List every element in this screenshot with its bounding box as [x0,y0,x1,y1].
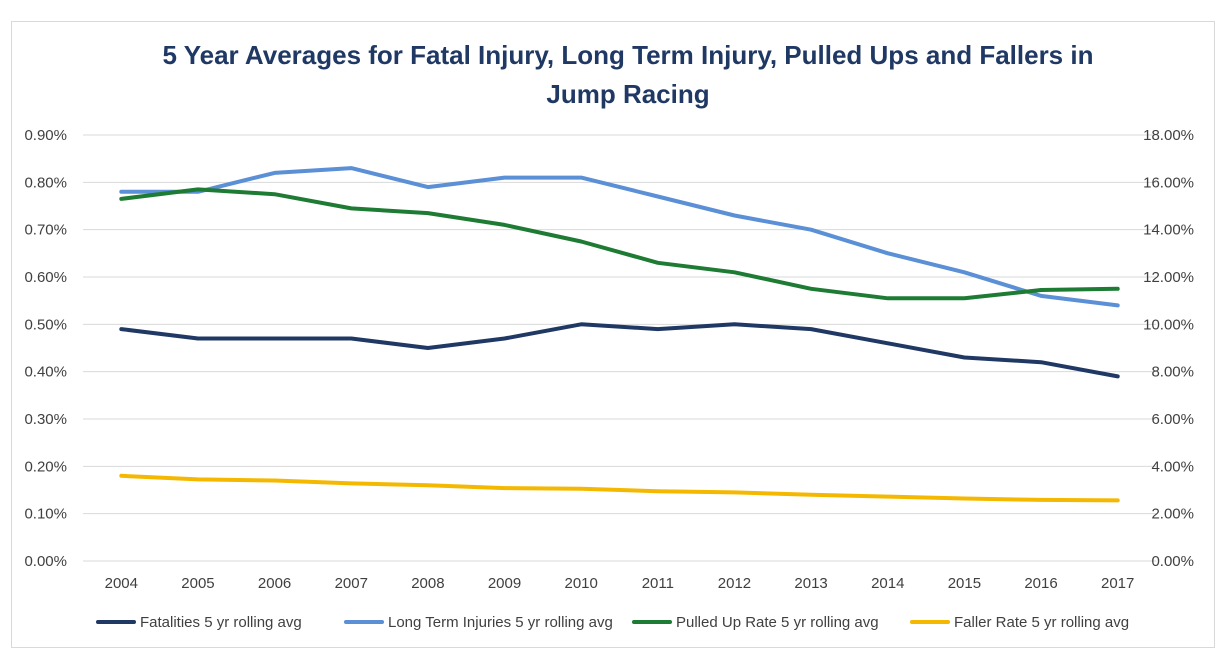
left-axis-tick-label: 0.70% [24,222,67,239]
right-axis-tick-label: 16.00% [1143,174,1194,191]
x-axis-tick-label: 2015 [948,575,981,592]
legend-label: Pulled Up Rate 5 yr rolling avg [676,614,879,631]
x-axis-tick-label: 2004 [105,575,138,592]
series-line-4 [119,473,1120,503]
x-axis-tick-label: 2011 [642,575,674,592]
right-axis-tick-label: 12.00% [1143,269,1194,286]
x-axis-tick-label: 2005 [181,575,214,592]
left-axis-tick-label: 0.40% [24,364,67,381]
x-axis-tick-label: 2010 [564,575,597,592]
left-axis-tick-label: 0.10% [24,506,67,523]
left-axis-tick-label: 0.20% [24,458,67,475]
x-axis-tick-label: 2014 [871,575,904,592]
legend-label: Faller Rate 5 yr rolling avg [954,614,1129,631]
left-axis-tick-label: 0.80% [24,174,67,191]
right-axis-tick-label: 8.00% [1151,364,1194,381]
series-line-3 [119,187,1120,301]
x-axis-tick-label: 2017 [1101,575,1134,592]
right-axis-tick-label: 10.00% [1143,316,1194,333]
left-axis-tick-label: 0.90% [24,127,67,144]
left-axis-tick-label: 0.30% [24,411,67,428]
right-axis-tick-label: 0.00% [1151,553,1194,570]
left-axis-tick-label: 0.60% [24,269,67,286]
series-line-1 [119,322,1120,379]
right-axis-tick-label: 6.00% [1151,411,1194,428]
x-axis-tick-label: 2012 [718,575,751,592]
chart-title-line-2: Jump Racing [546,79,709,109]
right-axis-tick-label: 18.00% [1143,127,1194,144]
right-axis-tick-label: 4.00% [1151,458,1194,475]
x-axis-tick-label: 2009 [488,575,521,592]
left-axis-tick-label: 0.50% [24,316,67,333]
legend-label: Fatalities 5 yr rolling avg [140,614,302,631]
x-axis-tick-label: 2006 [258,575,291,592]
x-axis-tick-label: 2016 [1024,575,1057,592]
x-axis-tick-label: 2008 [411,575,444,592]
chart-frame [11,21,1215,648]
x-axis-tick-label: 2007 [335,575,368,592]
legend-label: Long Term Injuries 5 yr rolling avg [388,614,613,631]
right-axis-tick-label: 14.00% [1143,222,1194,239]
x-axis-tick-label: 2013 [794,575,827,592]
right-axis-tick-label: 2.00% [1151,506,1194,523]
chart-title-line-1: 5 Year Averages for Fatal Injury, Long T… [163,40,1094,70]
series-line-2 [119,166,1120,308]
left-axis-tick-label: 0.00% [24,553,67,570]
